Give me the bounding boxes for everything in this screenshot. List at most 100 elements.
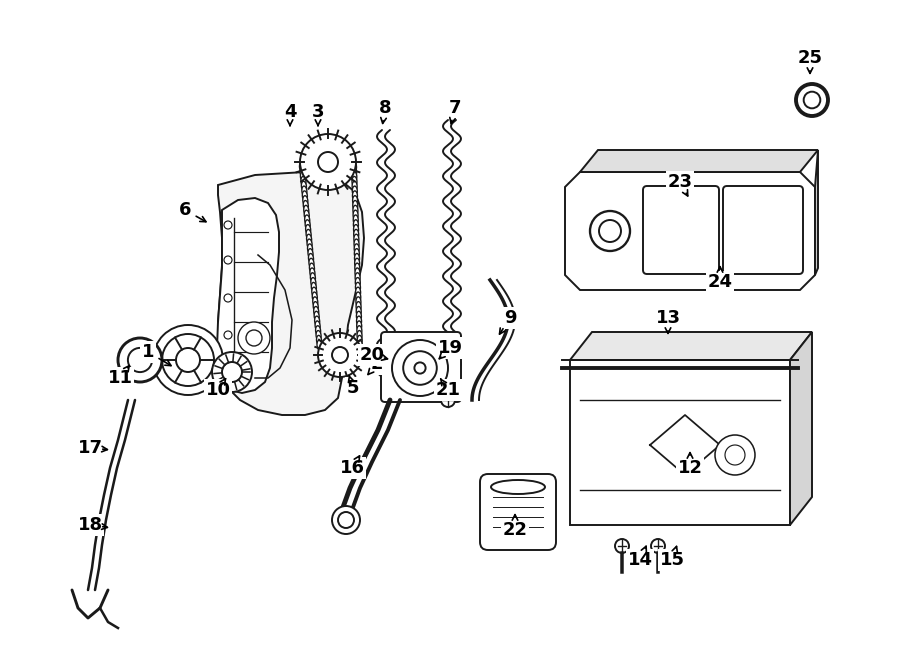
Ellipse shape	[311, 282, 317, 292]
Ellipse shape	[353, 191, 357, 201]
Ellipse shape	[307, 234, 311, 244]
Circle shape	[804, 92, 820, 108]
Circle shape	[300, 134, 356, 190]
Ellipse shape	[310, 268, 315, 278]
Ellipse shape	[355, 258, 360, 268]
Ellipse shape	[353, 200, 358, 210]
Text: 8: 8	[379, 99, 392, 117]
Text: 20: 20	[359, 346, 384, 364]
Ellipse shape	[308, 249, 313, 258]
Ellipse shape	[303, 200, 309, 210]
Ellipse shape	[354, 220, 358, 230]
Circle shape	[392, 340, 448, 396]
Circle shape	[224, 331, 232, 339]
Text: 3: 3	[311, 103, 324, 121]
Ellipse shape	[352, 186, 357, 196]
Text: 6: 6	[179, 201, 191, 219]
Text: 15: 15	[660, 551, 685, 569]
Polygon shape	[217, 198, 279, 393]
FancyBboxPatch shape	[381, 332, 461, 402]
Ellipse shape	[352, 162, 356, 172]
Circle shape	[599, 220, 621, 242]
Text: 5: 5	[346, 379, 359, 397]
Circle shape	[332, 506, 360, 534]
Circle shape	[590, 211, 630, 251]
Text: 9: 9	[504, 309, 517, 327]
Polygon shape	[570, 332, 812, 360]
Circle shape	[153, 325, 223, 395]
Ellipse shape	[302, 191, 308, 201]
Ellipse shape	[313, 301, 319, 311]
Ellipse shape	[302, 181, 306, 191]
Circle shape	[651, 539, 665, 553]
Ellipse shape	[353, 215, 358, 225]
FancyBboxPatch shape	[480, 474, 556, 550]
Text: 19: 19	[437, 339, 463, 357]
Ellipse shape	[354, 229, 359, 239]
Ellipse shape	[354, 225, 358, 235]
Ellipse shape	[353, 210, 358, 220]
Ellipse shape	[314, 311, 319, 321]
Ellipse shape	[305, 220, 310, 230]
Text: 2: 2	[371, 355, 383, 373]
Text: 21: 21	[436, 381, 461, 399]
Ellipse shape	[303, 206, 309, 215]
Text: 4: 4	[284, 103, 296, 121]
Ellipse shape	[356, 278, 360, 288]
Text: 24: 24	[707, 273, 733, 291]
Circle shape	[246, 330, 262, 346]
Ellipse shape	[300, 162, 304, 172]
Ellipse shape	[305, 215, 310, 225]
Polygon shape	[570, 360, 790, 525]
Text: 1: 1	[142, 343, 154, 361]
Ellipse shape	[355, 268, 360, 278]
Ellipse shape	[355, 254, 359, 264]
Ellipse shape	[355, 263, 360, 273]
Circle shape	[224, 364, 232, 372]
Ellipse shape	[356, 292, 361, 302]
Ellipse shape	[356, 301, 361, 311]
Ellipse shape	[310, 273, 315, 283]
Ellipse shape	[491, 480, 545, 494]
Ellipse shape	[306, 225, 310, 235]
Ellipse shape	[356, 282, 361, 292]
Ellipse shape	[357, 330, 362, 340]
Circle shape	[318, 152, 338, 172]
Ellipse shape	[352, 176, 357, 186]
Ellipse shape	[357, 340, 363, 350]
Circle shape	[414, 362, 426, 373]
Ellipse shape	[356, 307, 361, 317]
Polygon shape	[580, 150, 818, 172]
Ellipse shape	[356, 316, 362, 326]
Ellipse shape	[354, 239, 359, 249]
Circle shape	[224, 256, 232, 264]
FancyBboxPatch shape	[643, 186, 719, 274]
Circle shape	[162, 334, 214, 386]
Ellipse shape	[355, 244, 359, 254]
Ellipse shape	[356, 273, 360, 283]
Circle shape	[128, 348, 152, 372]
Ellipse shape	[356, 311, 362, 321]
Ellipse shape	[353, 196, 357, 206]
Polygon shape	[790, 332, 812, 525]
FancyBboxPatch shape	[723, 186, 803, 274]
Text: 7: 7	[449, 99, 461, 117]
Ellipse shape	[312, 292, 318, 302]
Ellipse shape	[352, 181, 357, 191]
Circle shape	[725, 445, 745, 465]
Ellipse shape	[309, 254, 313, 264]
Circle shape	[615, 539, 629, 553]
Ellipse shape	[317, 335, 321, 345]
Ellipse shape	[310, 263, 314, 273]
Ellipse shape	[315, 321, 320, 331]
Ellipse shape	[309, 258, 314, 268]
Ellipse shape	[308, 244, 312, 254]
Circle shape	[403, 351, 436, 385]
Ellipse shape	[352, 167, 356, 176]
Circle shape	[238, 322, 270, 354]
Text: 18: 18	[77, 516, 103, 534]
Ellipse shape	[354, 234, 359, 244]
Text: 16: 16	[339, 459, 365, 477]
Text: 10: 10	[205, 381, 230, 399]
Circle shape	[176, 348, 200, 372]
